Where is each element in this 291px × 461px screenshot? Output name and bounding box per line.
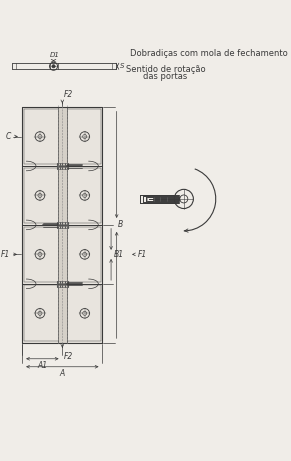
Bar xyxy=(24,109,101,165)
Bar xyxy=(24,167,101,223)
Bar xyxy=(22,107,102,166)
Circle shape xyxy=(52,65,55,68)
Text: B: B xyxy=(118,220,123,230)
Text: Sentido de rotação: Sentido de rotação xyxy=(126,65,205,74)
Bar xyxy=(58,225,67,284)
Bar xyxy=(24,226,101,282)
Bar xyxy=(58,107,67,166)
Text: C: C xyxy=(6,132,11,141)
Bar xyxy=(22,166,102,225)
Bar xyxy=(58,166,67,225)
Bar xyxy=(22,225,102,284)
Text: F1: F1 xyxy=(138,250,148,259)
Bar xyxy=(22,107,102,343)
Text: Dobradiças com mola de fechamento: Dobradiças com mola de fechamento xyxy=(130,49,288,58)
Text: S: S xyxy=(120,63,124,69)
Text: F1: F1 xyxy=(1,250,10,259)
Bar xyxy=(22,284,102,343)
Text: F2: F2 xyxy=(64,90,73,99)
Text: das portas: das portas xyxy=(143,72,187,81)
Text: A1: A1 xyxy=(37,361,47,370)
Text: B1: B1 xyxy=(113,250,124,259)
Text: D1: D1 xyxy=(50,52,60,58)
Text: A: A xyxy=(60,369,65,378)
Bar xyxy=(58,284,67,343)
Text: F2: F2 xyxy=(64,352,73,361)
Bar xyxy=(24,285,101,341)
